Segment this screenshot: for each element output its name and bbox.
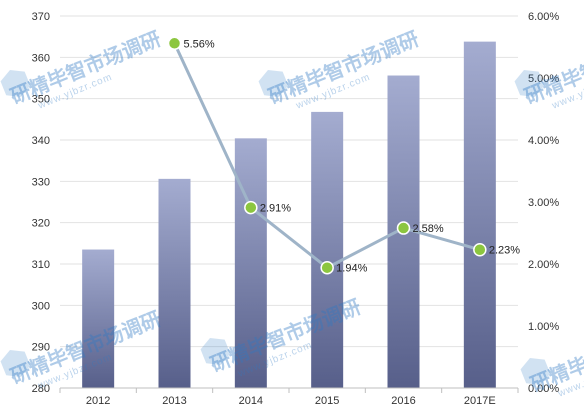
gridlines — [60, 15, 518, 389]
data-label: 2.23% — [489, 245, 520, 257]
x-tick-label: 2012 — [86, 395, 110, 407]
y-right-tick-label: 3.00% — [528, 197, 559, 209]
y-right-tick-label: 1.00% — [528, 321, 559, 333]
y-left-tick-label: 280 — [32, 383, 50, 395]
x-tick-label: 2013 — [162, 395, 186, 407]
bar — [463, 41, 496, 388]
y-right-tick-label: 4.00% — [528, 135, 559, 147]
x-tick-label: 2014 — [239, 395, 263, 407]
y-left-tick-label: 340 — [32, 135, 50, 147]
x-tick-label: 2017E — [464, 395, 496, 407]
watermark-logo-icon — [520, 358, 551, 385]
y-left-tick-label: 330 — [32, 176, 50, 188]
data-label: 2.91% — [260, 203, 291, 215]
y-right-tick-label: 2.00% — [528, 259, 559, 271]
watermark-logo-icon — [0, 350, 31, 377]
data-label: 2.58% — [413, 223, 444, 235]
line-marker — [396, 221, 411, 235]
data-label: 5.56% — [184, 38, 215, 50]
bar — [234, 138, 267, 388]
y-left-tick-label: 320 — [32, 218, 50, 230]
bar — [158, 178, 191, 388]
line-marker — [244, 200, 258, 215]
y-left-tick-label: 360 — [32, 52, 50, 64]
y-left-tick-label: 300 — [32, 300, 50, 312]
y-left-tick-label: 370 — [32, 11, 50, 23]
data-label: 1.94% — [336, 263, 367, 275]
watermark-logo-icon — [0, 70, 31, 97]
watermark-logo-icon — [514, 70, 545, 97]
line-marker — [320, 260, 334, 275]
line-marker — [473, 242, 487, 257]
line-series — [167, 36, 487, 275]
data-labels: 5.56% 2.91% 1.94% 2.58% 2.23% — [184, 38, 521, 274]
y-right-tick-label: 6.00% — [528, 11, 559, 23]
watermark-logo-icon — [258, 70, 289, 97]
bar — [82, 249, 115, 388]
y-right-tick-label: 5.00% — [528, 73, 559, 85]
tick-labels: 280 290 300 310 320 330 340 350 360 370 0.00% 1.00%… — [32, 11, 560, 407]
watermark-logo-icon — [200, 338, 231, 365]
watermark-text: 研精毕智市场调研 — [7, 26, 164, 108]
y-left-tick-label: 350 — [32, 94, 50, 106]
axes — [59, 387, 519, 393]
x-tick-label: 2016 — [391, 395, 415, 407]
y-right-tick-label: 0.00% — [528, 383, 559, 395]
bar — [311, 111, 344, 388]
y-left-tick-label: 310 — [32, 259, 50, 271]
line-marker — [167, 36, 182, 51]
x-tick-label: 2015 — [315, 395, 339, 407]
y-left-tick-label: 290 — [32, 342, 50, 354]
